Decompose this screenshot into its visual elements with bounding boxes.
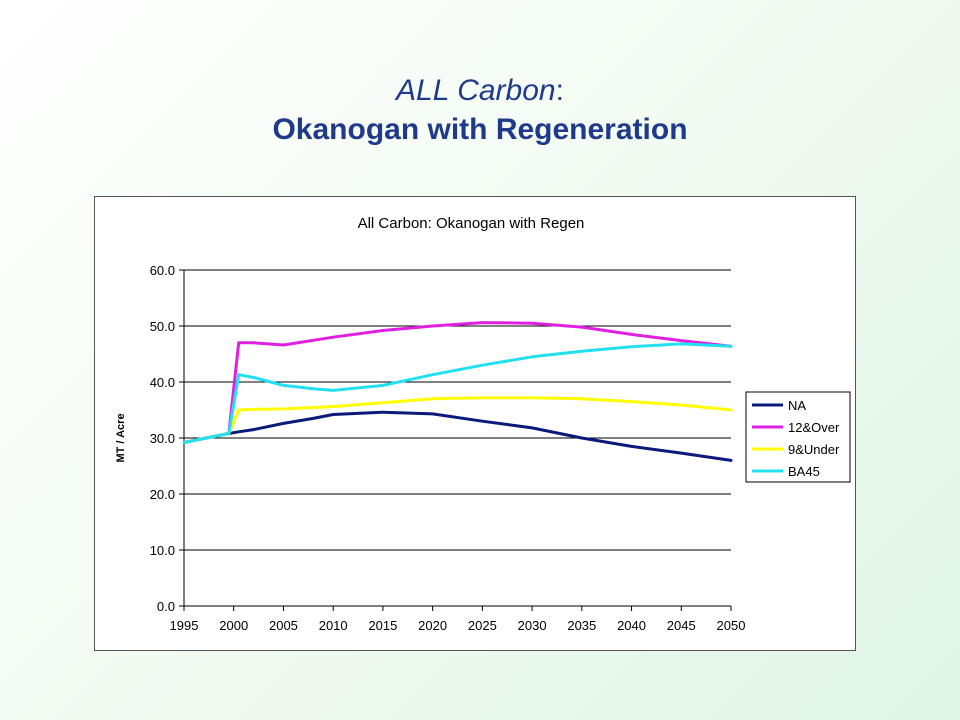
slide-title-colon: : bbox=[555, 74, 564, 107]
y-tick-label: 60.0 bbox=[150, 263, 175, 278]
line-chart: All Carbon: Okanogan with Regen 0.0 10.0 20… bbox=[115, 215, 851, 633]
x-tick-label: 2045 bbox=[667, 618, 696, 633]
slide-title-line1: ALL Carbon: bbox=[0, 72, 960, 110]
slide-title: ALL Carbon: Okanogan with Regeneration bbox=[0, 72, 960, 150]
x-tick-label: 2005 bbox=[269, 618, 298, 633]
x-tick-label: 2035 bbox=[567, 618, 596, 633]
y-tick-label: 30.0 bbox=[150, 431, 175, 446]
legend-label: 9&Under bbox=[788, 442, 840, 457]
x-tick-label: 2040 bbox=[617, 618, 646, 633]
legend: NA 12&Over 9&Under BA45 bbox=[745, 391, 851, 483]
x-tick-label: 2020 bbox=[418, 618, 447, 633]
x-tick-label: 1995 bbox=[170, 618, 199, 633]
x-tick-label: 2010 bbox=[319, 618, 348, 633]
slide-title-italic: ALL Carbon bbox=[396, 74, 556, 107]
x-tick-label: 2015 bbox=[368, 618, 397, 633]
series-line-ba45 bbox=[182, 342, 733, 444]
x-tick-label: 2025 bbox=[468, 618, 497, 633]
series-line-na bbox=[182, 410, 733, 462]
y-tick-label: 20.0 bbox=[150, 487, 175, 502]
series-line-9-under bbox=[182, 396, 733, 444]
legend-label: NA bbox=[788, 398, 806, 413]
y-axis-label: MT / Acre bbox=[115, 413, 127, 462]
x-tick-label: 2030 bbox=[518, 618, 547, 633]
y-tick-label: 50.0 bbox=[150, 319, 175, 334]
y-tick-label: 0.0 bbox=[157, 599, 175, 614]
chart-frame: All Carbon: Okanogan with Regen 0.0 10.0 20… bbox=[94, 196, 856, 651]
legend-label: BA45 bbox=[788, 464, 820, 479]
y-tick-label: 40.0 bbox=[150, 375, 175, 390]
legend-label: 12&Over bbox=[788, 420, 840, 435]
chart-title: All Carbon: Okanogan with Regen bbox=[358, 215, 585, 232]
x-tick-label: 2000 bbox=[219, 618, 248, 633]
x-tick-label: 2050 bbox=[717, 618, 746, 633]
legend-box bbox=[745, 391, 851, 483]
slide-subtitle: Okanogan with Regeneration bbox=[272, 113, 688, 146]
series-line-12-over bbox=[182, 321, 733, 444]
y-tick-label: 10.0 bbox=[150, 543, 175, 558]
